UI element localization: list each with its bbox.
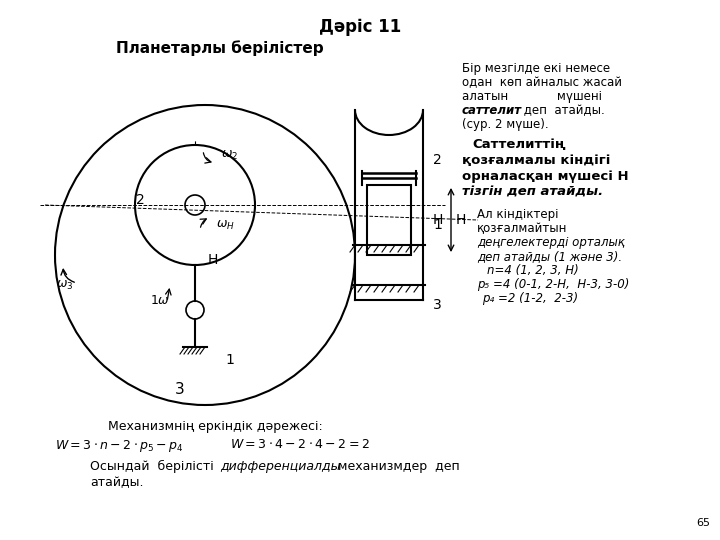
Text: алатын             мүшені: алатын мүшені	[462, 90, 602, 103]
Text: H: H	[433, 213, 444, 227]
Text: H: H	[208, 253, 218, 267]
Text: Дәріс 11: Дәріс 11	[319, 18, 401, 36]
Text: дифференциалды: дифференциалды	[220, 460, 341, 473]
Text: саттелит: саттелит	[462, 104, 522, 117]
Text: атайды.: атайды.	[90, 476, 143, 489]
Text: тізгін деп атайды.: тізгін деп атайды.	[462, 186, 603, 199]
Text: Бір мезгілде екі немесе: Бір мезгілде екі немесе	[462, 62, 610, 75]
Text: Саттелиттің: Саттелиттің	[472, 138, 566, 151]
Text: деп атайды (1 және 3).: деп атайды (1 және 3).	[477, 250, 622, 263]
Text: 1: 1	[225, 353, 235, 367]
Text: механизмдер  деп: механизмдер деп	[330, 460, 460, 473]
Text: p₄ =2 (1-2,  2-3): p₄ =2 (1-2, 2-3)	[482, 292, 578, 305]
Text: орналасқан мүшесі Н: орналасқан мүшесі Н	[462, 170, 629, 183]
Text: одан  көп айналыс жасай: одан көп айналыс жасай	[462, 76, 622, 89]
Bar	[367, 185, 411, 255]
Text: Осындай  берілісті: Осындай берілісті	[90, 460, 222, 473]
Text: қозғалмайтын: қозғалмайтын	[477, 222, 567, 235]
Text: H: H	[456, 213, 467, 227]
Text: деңгелектерді орталық: деңгелектерді орталық	[477, 236, 625, 249]
Text: деп  атайды.: деп атайды.	[520, 104, 605, 117]
Text: p₅ =4 (0-1, 2-H,  H-3, 3-0): p₅ =4 (0-1, 2-H, H-3, 3-0)	[477, 278, 629, 291]
Text: 2: 2	[135, 193, 145, 207]
Text: Планетарлы берілістер: Планетарлы берілістер	[116, 40, 324, 56]
Text: $W = 3 \cdot 4 - 2 \cdot 4 - 2 = 2$: $W = 3 \cdot 4 - 2 \cdot 4 - 2 = 2$	[230, 438, 370, 451]
Text: 1: 1	[433, 218, 442, 232]
Text: $\omega_H$: $\omega_H$	[215, 219, 235, 232]
Text: 65: 65	[696, 518, 710, 528]
Text: (сур. 2 мүше).: (сур. 2 мүше).	[462, 118, 549, 131]
Text: 3: 3	[175, 382, 185, 397]
Text: Механизмнің еркіндік дәрежесі:: Механизмнің еркіндік дәрежесі:	[107, 420, 323, 433]
Text: қозғалмалы кіндігі: қозғалмалы кіндігі	[462, 154, 611, 167]
Text: Ал кіндіктері: Ал кіндіктері	[477, 208, 559, 221]
Text: $1\omega$: $1\omega$	[150, 294, 170, 307]
Text: n=4 (1, 2, 3, H): n=4 (1, 2, 3, H)	[487, 264, 579, 277]
Text: $\omega_2$: $\omega_2$	[222, 148, 238, 161]
Text: $W = 3 \cdot n - 2 \cdot p_5 - p_4$: $W = 3 \cdot n - 2 \cdot p_5 - p_4$	[55, 438, 184, 454]
Text: 2: 2	[433, 153, 442, 167]
Text: 3: 3	[433, 298, 442, 312]
Text: $\omega_3$: $\omega_3$	[56, 279, 73, 292]
